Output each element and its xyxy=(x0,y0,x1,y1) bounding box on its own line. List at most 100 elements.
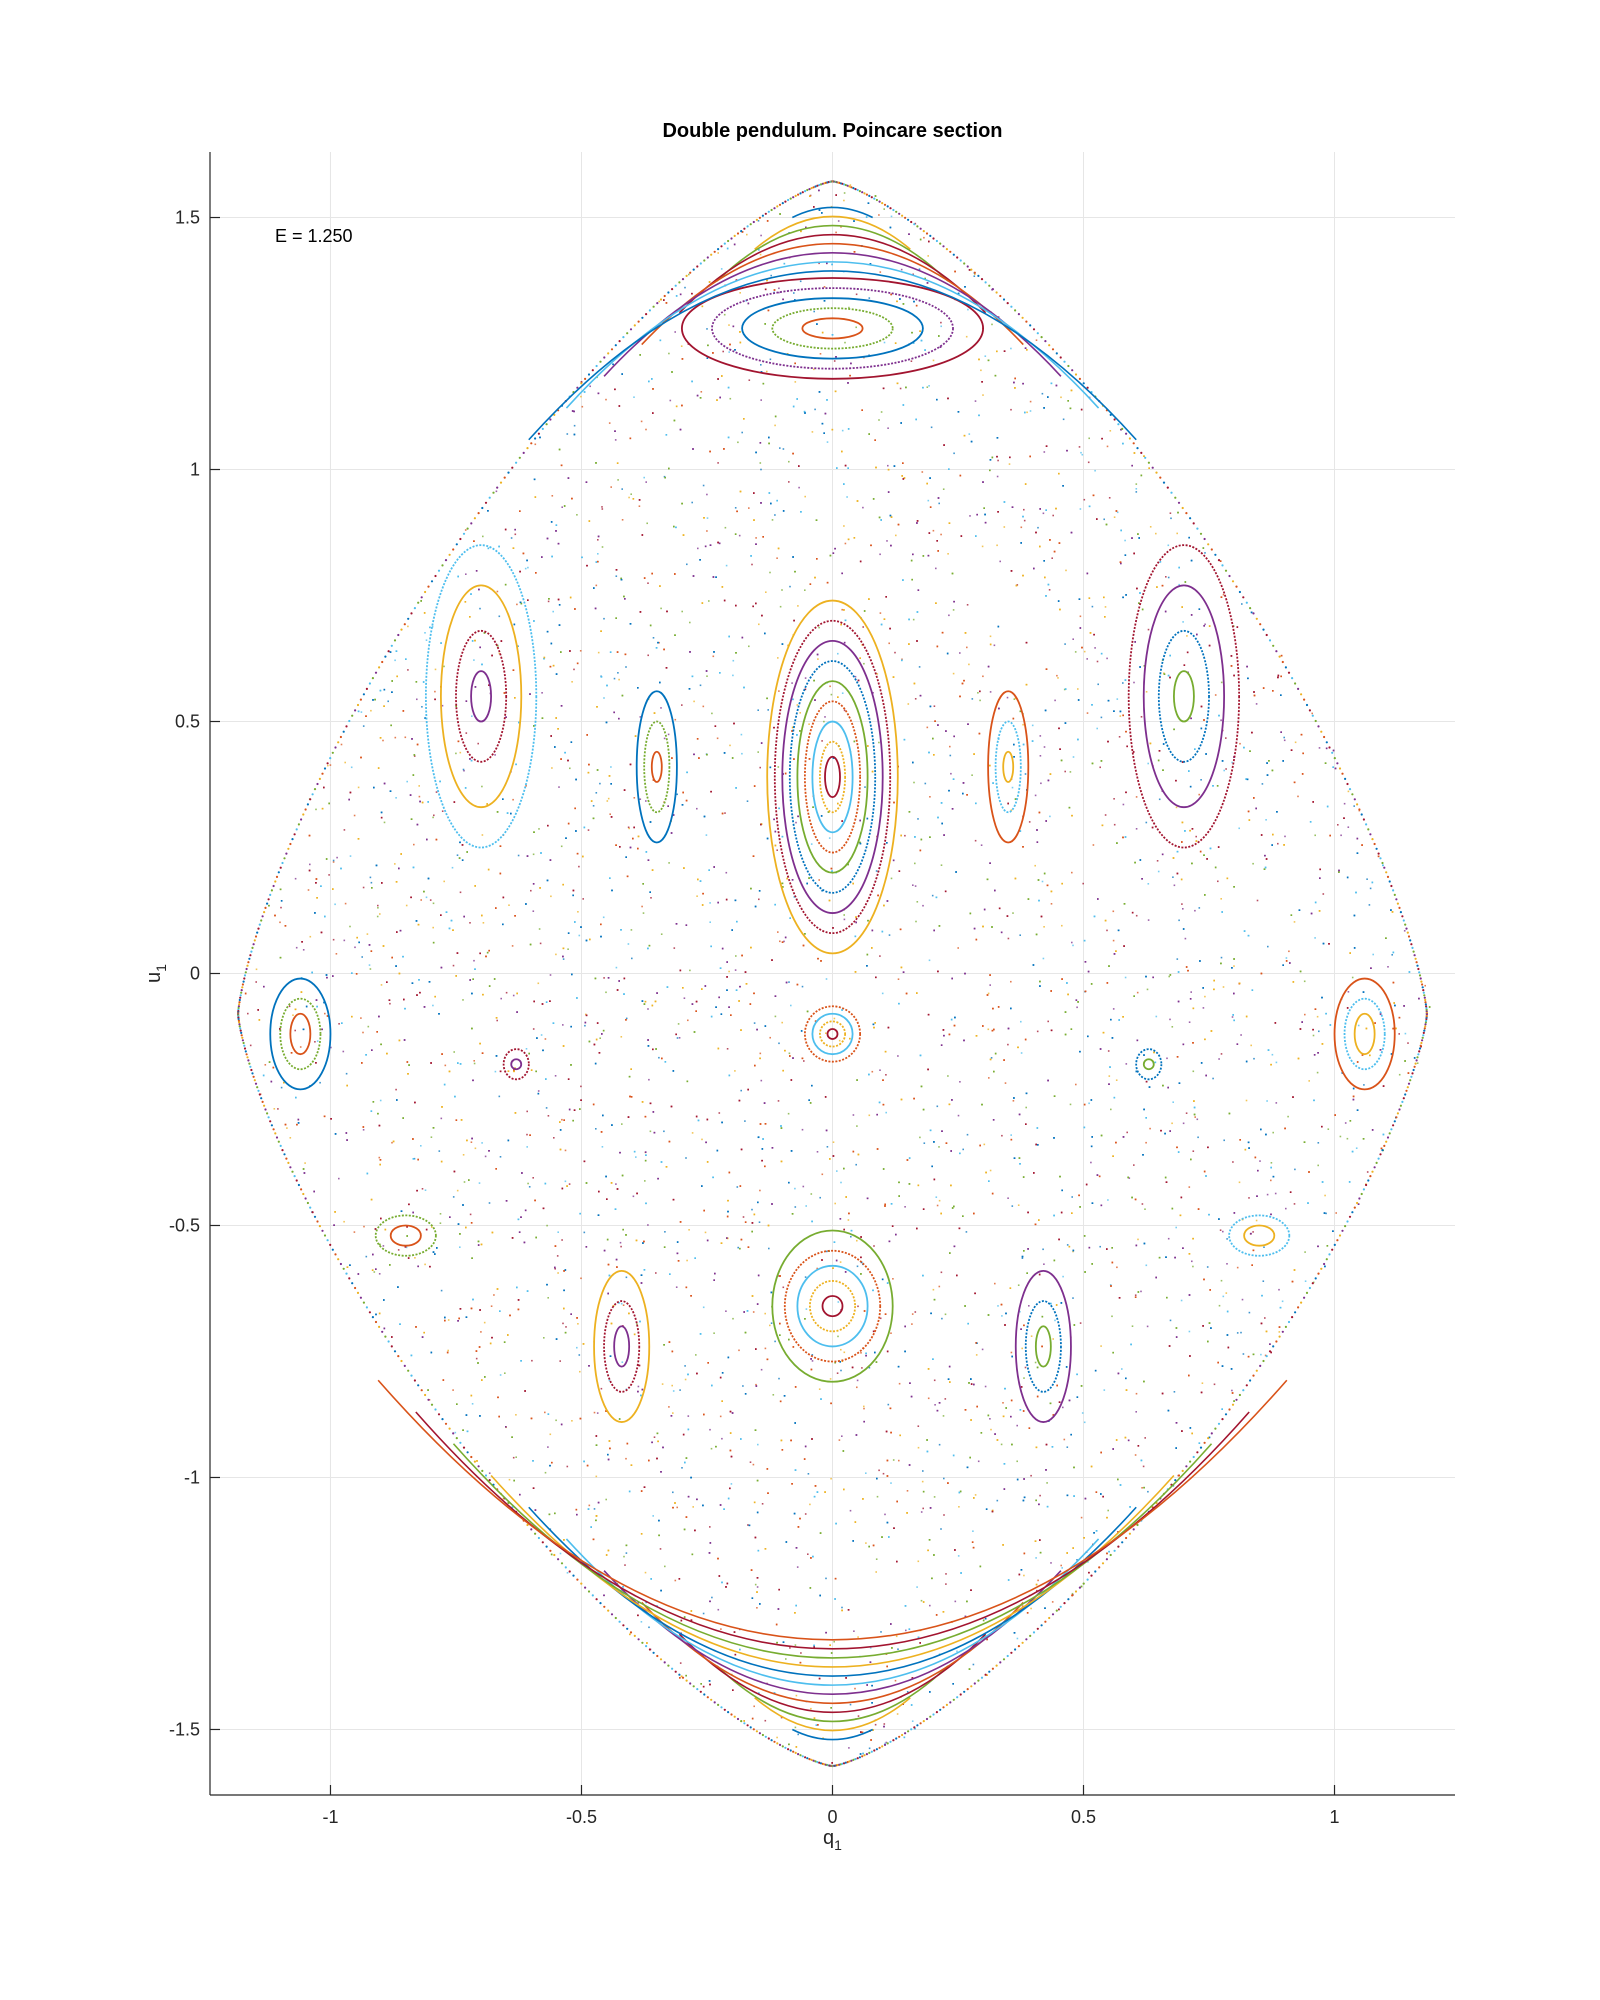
sea-point xyxy=(420,899,422,901)
sea-point xyxy=(614,439,617,441)
sea-point xyxy=(701,1138,703,1141)
sea-point xyxy=(676,1037,679,1039)
sea-point xyxy=(1239,742,1241,745)
sea-point xyxy=(688,1229,690,1231)
sea-point xyxy=(843,199,845,202)
sea-point xyxy=(443,880,445,883)
sea-point xyxy=(625,1552,628,1554)
sea-point xyxy=(1260,1353,1262,1356)
sea-point xyxy=(1206,1266,1209,1268)
sea-point xyxy=(894,651,896,654)
sea-point xyxy=(807,1553,809,1555)
sea-point xyxy=(997,1305,999,1307)
sea-point xyxy=(919,1136,921,1139)
sea-point xyxy=(942,488,945,490)
sea-point xyxy=(890,1332,892,1334)
sea-point xyxy=(1191,1260,1193,1263)
sea-point xyxy=(562,1024,564,1026)
sea-point xyxy=(868,1114,871,1117)
sea-point xyxy=(811,1360,814,1362)
sea-point xyxy=(1087,1561,1089,1563)
sea-point xyxy=(1035,339,1038,341)
sea-point xyxy=(1107,1509,1109,1512)
sea-point xyxy=(1322,893,1325,895)
sea-point xyxy=(796,704,799,706)
sea-point xyxy=(853,1630,855,1632)
sea-point xyxy=(1080,451,1082,454)
sea-point xyxy=(934,1404,936,1406)
sea-point xyxy=(1112,910,1115,913)
sea-point xyxy=(1050,903,1053,905)
sea-point xyxy=(1147,1490,1149,1493)
sea-point xyxy=(1266,1193,1269,1196)
sea-point xyxy=(885,1741,888,1744)
sea-point xyxy=(625,666,627,668)
sea-point xyxy=(1037,526,1039,529)
sea-point xyxy=(338,1177,340,1180)
sea-point xyxy=(1108,1075,1111,1077)
sea-point xyxy=(1030,1607,1032,1610)
sea-point xyxy=(796,1566,799,1568)
sea-point xyxy=(1285,957,1288,959)
sea-point xyxy=(737,1246,739,1249)
sea-point xyxy=(943,1477,945,1480)
sea-point xyxy=(755,1383,757,1386)
sea-point xyxy=(695,1354,697,1356)
sea-point xyxy=(1220,956,1223,959)
sea-point xyxy=(578,934,581,937)
sea-point xyxy=(778,1042,780,1045)
sea-point xyxy=(724,812,726,814)
sea-point xyxy=(989,984,991,986)
sea-point xyxy=(981,545,984,548)
sea-point xyxy=(373,1271,376,1273)
sea-point xyxy=(459,891,462,894)
sea-point xyxy=(767,709,769,711)
sea-point xyxy=(676,1506,678,1509)
sea-point xyxy=(1079,1322,1082,1324)
sea-point xyxy=(603,697,605,699)
sea-point xyxy=(1167,544,1170,547)
sea-point xyxy=(704,1231,707,1234)
sea-point xyxy=(843,192,846,194)
sea-point xyxy=(856,1239,858,1242)
sea-point xyxy=(1109,430,1112,432)
sea-point xyxy=(621,1361,624,1363)
sea-point xyxy=(700,391,703,393)
sea-point xyxy=(742,1216,745,1218)
sea-point xyxy=(340,743,343,746)
sea-point xyxy=(607,797,610,800)
sea-point xyxy=(824,716,826,718)
sea-point xyxy=(418,795,421,798)
sea-point xyxy=(1340,834,1342,837)
sea-point xyxy=(537,982,540,985)
sea-point xyxy=(378,1273,381,1275)
sea-point xyxy=(1284,835,1286,838)
sea-point xyxy=(699,684,702,687)
sea-point xyxy=(920,1599,923,1602)
sea-point xyxy=(553,1137,555,1139)
sea-point xyxy=(818,879,820,881)
sea-point xyxy=(1016,1637,1019,1640)
sea-point xyxy=(878,1469,880,1472)
sea-point xyxy=(933,1379,936,1382)
sea-point xyxy=(1036,1589,1038,1592)
sea-point xyxy=(1113,798,1115,800)
sea-point xyxy=(989,635,992,638)
sea-point xyxy=(676,793,678,796)
sea-point xyxy=(897,978,900,980)
sea-point xyxy=(1163,672,1165,674)
sea-point xyxy=(943,1514,945,1516)
sea-point xyxy=(505,991,508,994)
sea-point xyxy=(561,1118,563,1121)
sea-point xyxy=(789,1647,791,1649)
sea-point xyxy=(914,698,917,700)
sea-point xyxy=(748,379,751,381)
sea-point xyxy=(1182,908,1184,910)
sea-point xyxy=(407,669,409,671)
sea-point xyxy=(844,542,847,545)
sea-point xyxy=(493,1294,495,1296)
sea-point xyxy=(447,1349,449,1352)
sea-point xyxy=(716,737,719,740)
sea-point xyxy=(592,805,595,807)
sea-point xyxy=(1303,980,1306,983)
